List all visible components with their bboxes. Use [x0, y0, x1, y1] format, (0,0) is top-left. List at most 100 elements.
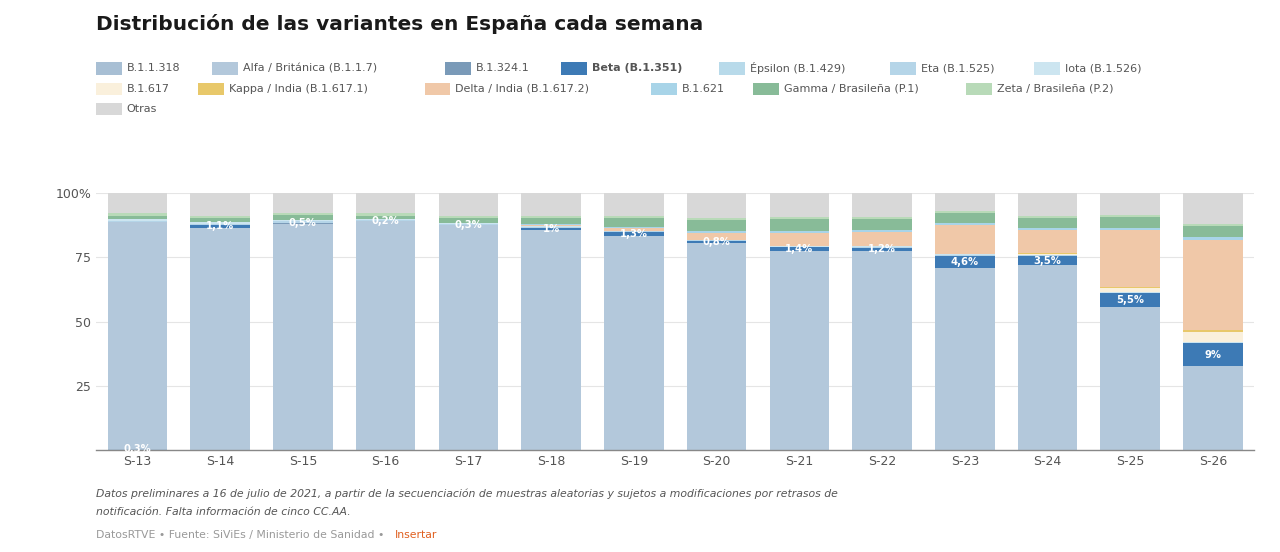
Bar: [191, 193, 250, 216]
Bar: [521, 224, 581, 225]
Bar: [769, 231, 829, 233]
Text: 0,5%: 0,5%: [289, 219, 316, 229]
Bar: [1018, 254, 1078, 256]
Bar: [852, 251, 911, 450]
Bar: [1101, 288, 1160, 292]
Bar: [273, 193, 333, 213]
Bar: [604, 216, 663, 218]
Bar: [1183, 241, 1243, 330]
Bar: [934, 211, 995, 213]
Bar: [439, 216, 498, 218]
Bar: [273, 222, 333, 224]
Text: B.1.324.1: B.1.324.1: [476, 63, 530, 73]
Bar: [108, 193, 168, 214]
Bar: [273, 220, 333, 221]
Bar: [687, 231, 746, 233]
Bar: [108, 219, 168, 221]
Text: Insertar: Insertar: [394, 530, 436, 540]
Bar: [191, 225, 250, 228]
Bar: [1101, 293, 1160, 307]
Bar: [687, 241, 746, 243]
Bar: [852, 193, 911, 216]
Bar: [604, 236, 663, 450]
Bar: [439, 218, 498, 223]
Bar: [1018, 256, 1078, 265]
Bar: [1018, 253, 1078, 254]
Bar: [356, 219, 416, 220]
Text: DatosRTVE • Fuente: SiViEs / Ministerio de Sanidad •: DatosRTVE • Fuente: SiViEs / Ministerio …: [96, 530, 388, 540]
Text: Iota (B.1.526): Iota (B.1.526): [1065, 63, 1142, 73]
Bar: [191, 216, 250, 218]
Bar: [934, 213, 995, 223]
Text: Gamma / Brasileña (P.1): Gamma / Brasileña (P.1): [785, 84, 919, 94]
Bar: [108, 449, 168, 450]
Bar: [521, 225, 581, 226]
Text: B.1.1.318: B.1.1.318: [127, 63, 180, 73]
Bar: [521, 228, 581, 230]
Text: Kappa / India (B.1.617.1): Kappa / India (B.1.617.1): [229, 84, 367, 94]
Bar: [439, 223, 498, 224]
Text: 0,3%: 0,3%: [454, 220, 483, 230]
Bar: [1101, 217, 1160, 227]
Bar: [852, 247, 911, 248]
Text: Eta (B.1.525): Eta (B.1.525): [922, 63, 995, 73]
Text: 1,1%: 1,1%: [206, 221, 234, 231]
Bar: [769, 233, 829, 246]
Text: Alfa / Británica (B.1.1.7): Alfa / Británica (B.1.1.7): [243, 63, 376, 73]
Text: notificación. Falta información de cinco CC.AA.: notificación. Falta información de cinco…: [96, 507, 351, 517]
Bar: [108, 222, 168, 449]
Bar: [852, 216, 911, 219]
Bar: [1018, 193, 1078, 215]
Bar: [1183, 332, 1243, 342]
Bar: [439, 224, 498, 225]
Text: Delta / India (B.1.617.2): Delta / India (B.1.617.2): [456, 84, 589, 94]
Text: Beta (B.1.351): Beta (B.1.351): [593, 63, 682, 73]
Text: Zeta / Brasileña (P.2): Zeta / Brasileña (P.2): [997, 84, 1114, 94]
Bar: [191, 222, 250, 224]
Bar: [934, 254, 995, 255]
Bar: [852, 230, 911, 232]
Bar: [687, 220, 746, 231]
Bar: [852, 246, 911, 247]
Text: 3,5%: 3,5%: [1034, 256, 1061, 266]
Bar: [1018, 217, 1078, 228]
Bar: [1101, 307, 1160, 450]
Bar: [687, 193, 746, 217]
Bar: [1183, 330, 1243, 332]
Bar: [1018, 215, 1078, 217]
Text: Distribución de las variantes en España cada semana: Distribución de las variantes en España …: [96, 14, 703, 34]
Text: 0,8%: 0,8%: [703, 237, 731, 247]
Bar: [521, 216, 581, 218]
Bar: [934, 256, 995, 268]
Text: B.1.621: B.1.621: [682, 84, 724, 94]
Text: Épsilon (B.1.429): Épsilon (B.1.429): [750, 62, 845, 75]
Bar: [273, 213, 333, 215]
Bar: [1101, 227, 1160, 230]
Bar: [521, 227, 581, 228]
Bar: [439, 225, 498, 450]
Text: 4,6%: 4,6%: [951, 257, 979, 267]
Bar: [1101, 230, 1160, 286]
Bar: [356, 215, 416, 219]
Bar: [687, 240, 746, 241]
Bar: [604, 232, 663, 236]
Bar: [1183, 226, 1243, 237]
Bar: [1018, 228, 1078, 230]
Bar: [1183, 343, 1243, 367]
Bar: [273, 224, 333, 450]
Bar: [852, 232, 911, 246]
Bar: [687, 217, 746, 220]
Bar: [521, 226, 581, 227]
Bar: [769, 247, 829, 251]
Bar: [191, 228, 250, 450]
Bar: [604, 193, 663, 216]
Bar: [1101, 286, 1160, 288]
Bar: [604, 228, 663, 231]
Bar: [769, 219, 829, 231]
Bar: [687, 243, 746, 450]
Bar: [1183, 237, 1243, 241]
Bar: [108, 221, 168, 222]
Bar: [934, 268, 995, 450]
Bar: [769, 193, 829, 217]
Text: 1,2%: 1,2%: [868, 245, 896, 254]
